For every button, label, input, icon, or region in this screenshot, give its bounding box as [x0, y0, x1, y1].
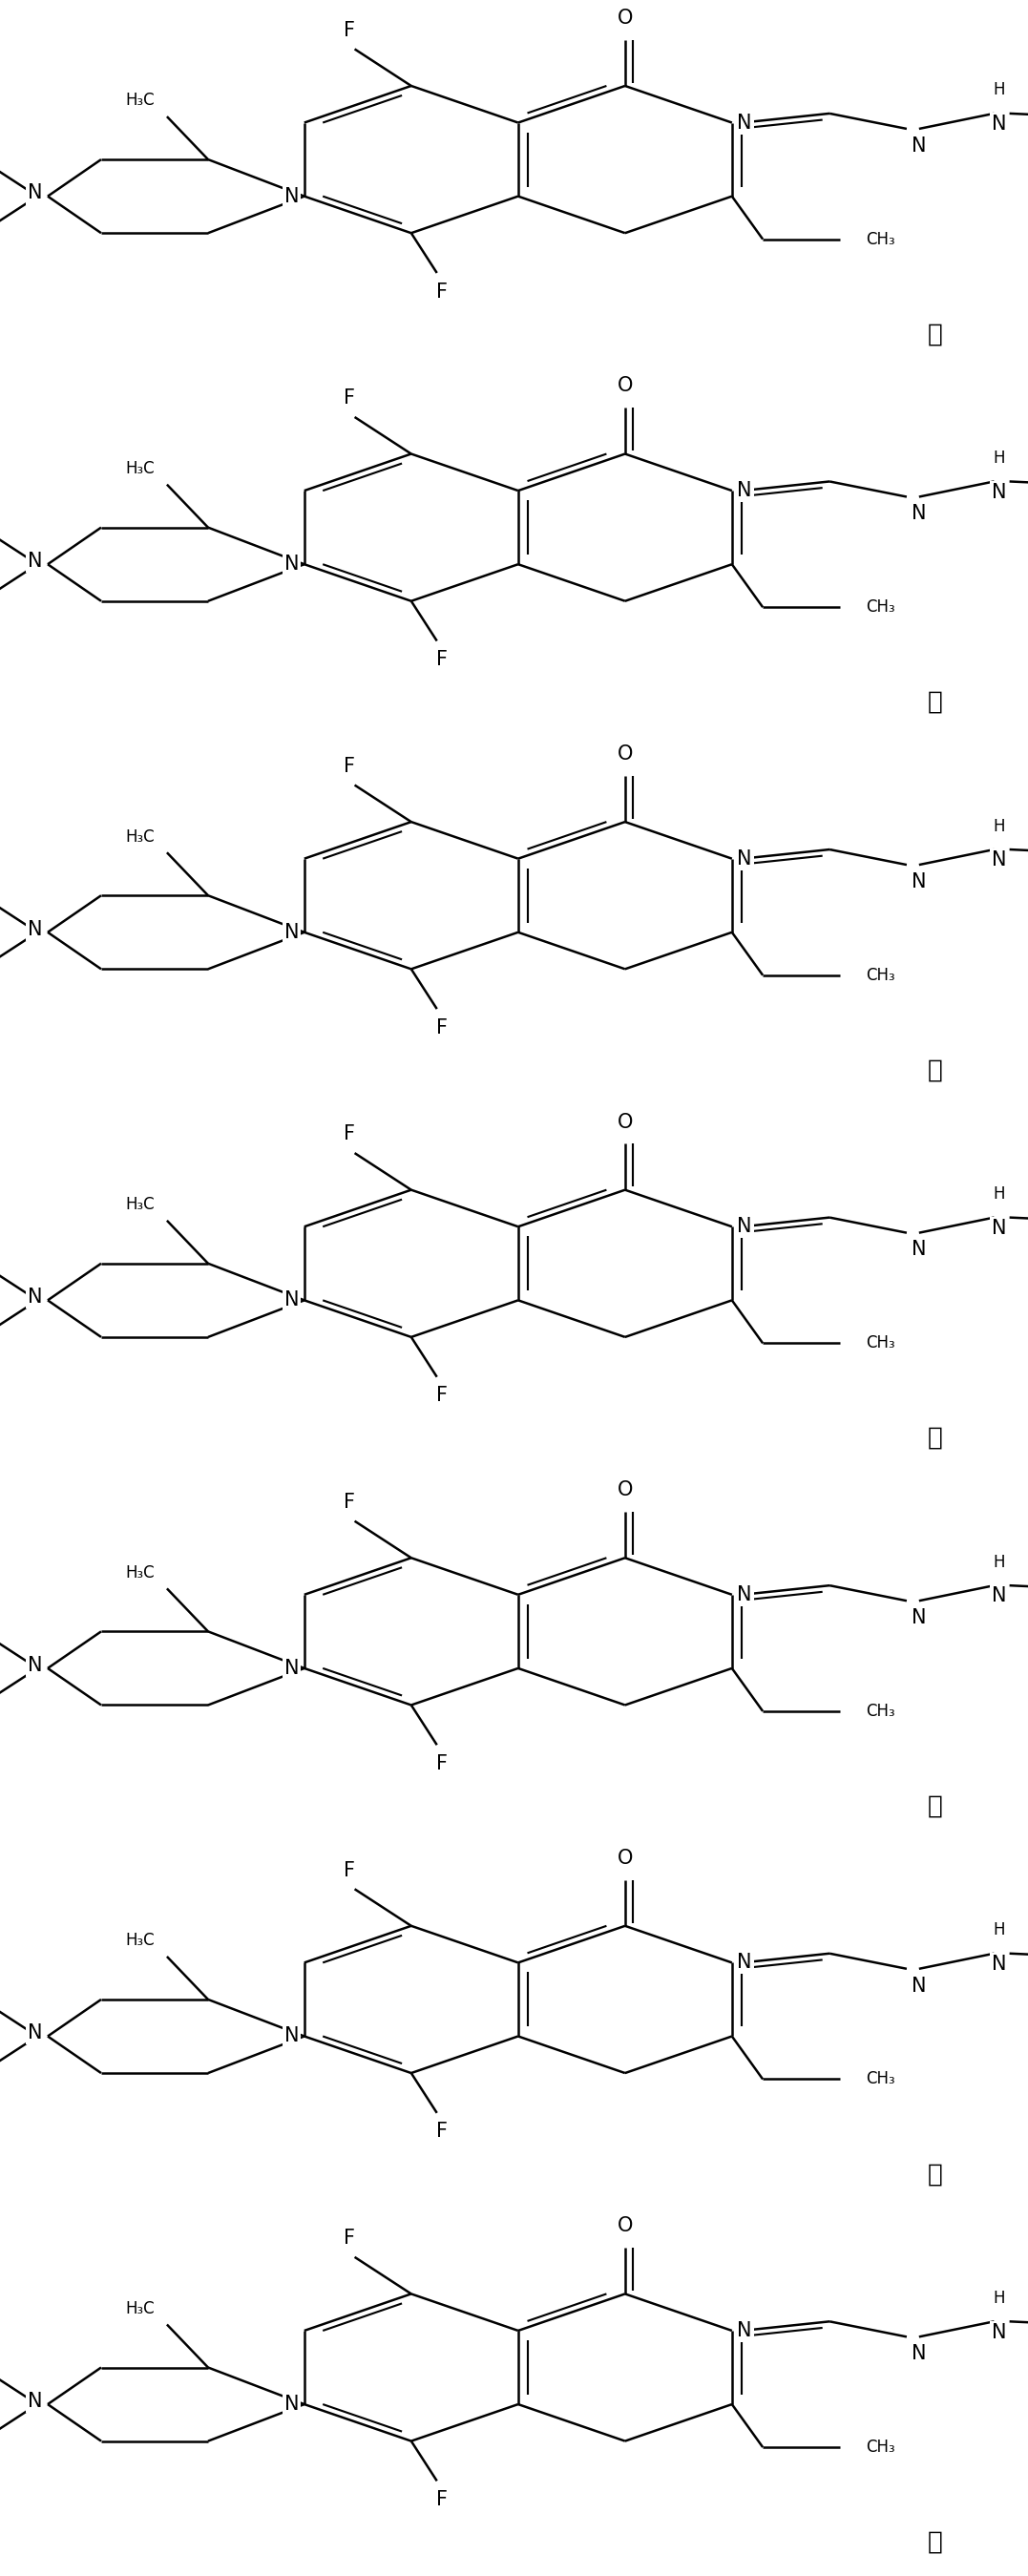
Text: O: O: [617, 1481, 633, 1499]
Text: N: N: [285, 2396, 299, 2414]
Text: N: N: [737, 1216, 751, 1236]
Text: N: N: [737, 1584, 751, 1605]
Text: F: F: [436, 1386, 448, 1406]
Text: N: N: [912, 2344, 926, 2362]
Text: CH₃: CH₃: [866, 1334, 894, 1352]
Text: N: N: [912, 1976, 926, 1996]
Text: O: O: [617, 1850, 633, 1868]
Text: N: N: [285, 1291, 299, 1309]
Text: H: H: [993, 2290, 1005, 2306]
Text: 或: 或: [928, 2161, 943, 2187]
Text: N: N: [28, 551, 42, 572]
Text: N: N: [737, 1953, 751, 1973]
Text: H₃C: H₃C: [125, 827, 154, 845]
Text: H: H: [993, 1185, 1005, 1203]
Text: N: N: [28, 183, 42, 204]
Text: F: F: [436, 1754, 448, 1772]
Text: N: N: [28, 920, 42, 938]
Text: N: N: [912, 873, 926, 891]
Text: N: N: [285, 922, 299, 943]
Text: 或: 或: [928, 2530, 943, 2555]
Text: O: O: [617, 2215, 633, 2236]
Text: CH₃: CH₃: [866, 598, 894, 616]
Text: F: F: [436, 2491, 448, 2509]
Text: H₃C: H₃C: [125, 1932, 154, 1950]
Text: F: F: [343, 2228, 356, 2249]
Text: CH₃: CH₃: [866, 2071, 894, 2087]
Text: CH₃: CH₃: [866, 966, 894, 984]
Text: N: N: [285, 2027, 299, 2045]
Text: F: F: [343, 1126, 356, 1144]
Text: H: H: [993, 1922, 1005, 1940]
Text: N: N: [992, 850, 1006, 871]
Text: N: N: [28, 2025, 42, 2043]
Text: H₃C: H₃C: [125, 461, 154, 477]
Text: F: F: [436, 649, 448, 670]
Text: H₃C: H₃C: [125, 1564, 154, 1582]
Text: F: F: [436, 1018, 448, 1038]
Text: H₃C: H₃C: [125, 93, 154, 108]
Text: N: N: [912, 1607, 926, 1628]
Text: N: N: [737, 850, 751, 868]
Text: N: N: [992, 482, 1006, 502]
Text: N: N: [737, 2321, 751, 2339]
Text: N: N: [285, 185, 299, 206]
Text: O: O: [617, 8, 633, 28]
Text: 或: 或: [928, 322, 943, 348]
Text: CH₃: CH₃: [866, 232, 894, 247]
Text: N: N: [912, 1239, 926, 1260]
Text: F: F: [343, 757, 356, 775]
Text: H: H: [993, 451, 1005, 466]
Text: F: F: [343, 1860, 356, 1880]
Text: O: O: [617, 744, 633, 762]
Text: O: O: [617, 1113, 633, 1131]
Text: N: N: [912, 505, 926, 523]
Text: CH₃: CH₃: [866, 2439, 894, 2455]
Text: N: N: [992, 2324, 1006, 2342]
Text: N: N: [737, 113, 751, 131]
Text: 或: 或: [928, 690, 943, 714]
Text: N: N: [992, 1218, 1006, 1239]
Text: O: O: [617, 376, 633, 397]
Text: N: N: [992, 1587, 1006, 1605]
Text: H₃C: H₃C: [125, 2300, 154, 2318]
Text: N: N: [737, 482, 751, 500]
Text: CH₃: CH₃: [866, 1703, 894, 1721]
Text: N: N: [28, 2391, 42, 2411]
Text: H: H: [993, 1553, 1005, 1571]
Text: N: N: [912, 137, 926, 155]
Text: F: F: [436, 2123, 448, 2141]
Text: N: N: [28, 1656, 42, 1674]
Text: N: N: [285, 1659, 299, 1677]
Text: N: N: [992, 116, 1006, 134]
Text: N: N: [992, 1955, 1006, 1973]
Text: N: N: [285, 554, 299, 574]
Text: F: F: [343, 1492, 356, 1512]
Text: 或: 或: [928, 1793, 943, 1819]
Text: H₃C: H₃C: [125, 1195, 154, 1213]
Text: F: F: [343, 389, 356, 407]
Text: 或: 或: [928, 1059, 943, 1082]
Text: F: F: [436, 283, 448, 301]
Text: H: H: [993, 817, 1005, 835]
Text: N: N: [28, 1288, 42, 1306]
Text: F: F: [343, 21, 356, 39]
Text: H: H: [993, 82, 1005, 98]
Text: 或: 或: [928, 1427, 943, 1450]
